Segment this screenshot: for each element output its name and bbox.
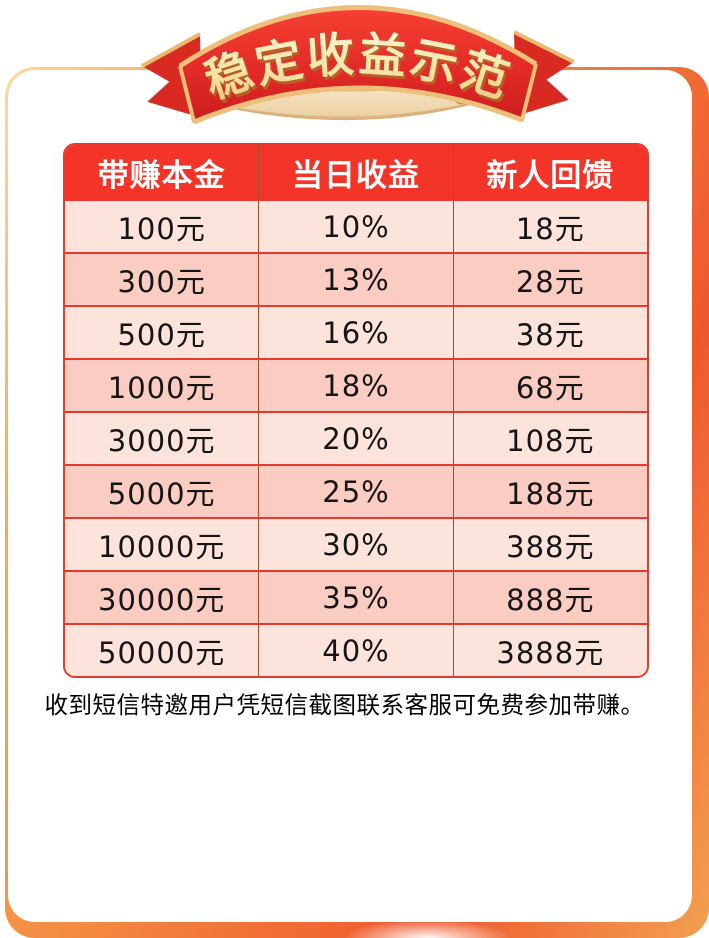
table-cell: 50000元 — [98, 635, 226, 670]
table-cell: 68元 — [452, 360, 647, 411]
table-cell: 108元 — [452, 413, 647, 464]
ribbon-banner: 稳定收益示范 稳定收益示范 — [134, 0, 580, 130]
table-cell: 5000元 — [107, 476, 216, 511]
table-cell: 3888元 — [452, 625, 647, 676]
table-cell: 3000元 — [107, 423, 216, 458]
table-cell: 388元 — [452, 519, 647, 570]
table-cell: 18% — [258, 360, 452, 411]
table-cell: 40% — [258, 625, 452, 676]
table-cell: 16% — [258, 307, 452, 358]
table-cell: 28元 — [452, 254, 647, 305]
banner-band — [178, 5, 538, 125]
table-cell: 888元 — [452, 572, 647, 623]
table-cell: 30000元 — [98, 582, 226, 617]
table-cell: 10000元 — [98, 529, 226, 564]
table-row: 50000元 40% 3888元 — [65, 623, 647, 676]
table-cell: 20% — [258, 413, 452, 464]
table-row: 10000元 30% 388元 — [65, 517, 647, 570]
earnings-table-body: 100元 10% 18元 300元 13% 28元 500元 16% 38元 1000元 18% 68… — [65, 199, 647, 676]
table-cell: 188元 — [452, 466, 647, 517]
table-cell: 10% — [258, 201, 452, 252]
ribbon-banner-graphic: 稳定收益示范 稳定收益示范 — [141, 5, 575, 125]
header-newcomer-reward: 新人回馈 — [452, 145, 647, 199]
table-cell: 30% — [258, 519, 452, 570]
table-cell: 18元 — [452, 201, 647, 252]
table-cell: 1000元 — [107, 370, 216, 405]
table-header-row: 带赚本金 当日收益 新人回馈 — [65, 145, 647, 199]
table-row: 30000元 35% 888元 — [65, 570, 647, 623]
table-cell: 13% — [258, 254, 452, 305]
table-cell: 25% — [258, 466, 452, 517]
earnings-table: 带赚本金 当日收益 新人回馈 100元 10% 18元 300元 13% 28元 500元 1… — [63, 143, 649, 678]
table-row: 5000元 25% 188元 — [65, 464, 647, 517]
table-cell: 500元 — [117, 317, 206, 352]
table-row: 500元 16% 38元 — [65, 305, 647, 358]
table-cell: 38元 — [452, 307, 647, 358]
table-row: 300元 13% 28元 — [65, 252, 647, 305]
table-cell: 300元 — [117, 264, 206, 299]
table-row: 3000元 20% 108元 — [65, 411, 647, 464]
table-row: 100元 10% 18元 — [65, 199, 647, 252]
table-row: 1000元 18% 68元 — [65, 358, 647, 411]
header-daily-return: 当日收益 — [258, 145, 452, 199]
footer-note: 收到短信特邀用户凭短信截图联系客服可免费参加带赚。 — [44, 691, 645, 719]
table-cell: 100元 — [117, 211, 206, 246]
table-cell: 35% — [258, 572, 452, 623]
header-principal: 带赚本金 — [97, 157, 226, 194]
